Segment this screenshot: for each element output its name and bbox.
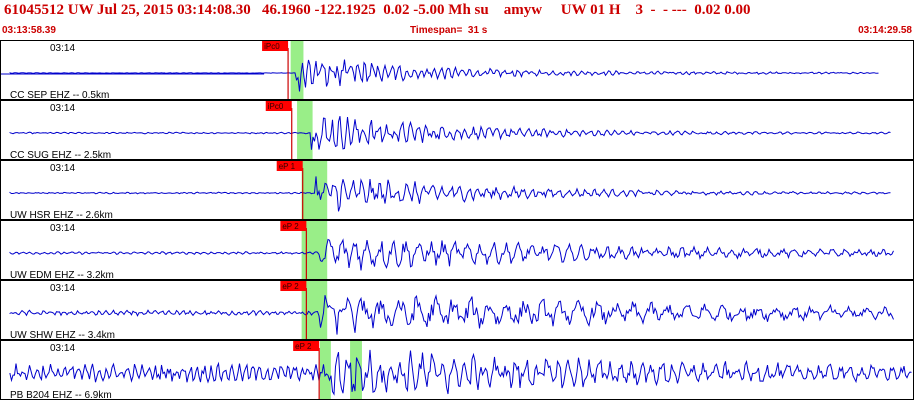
waveform-trace <box>9 115 891 150</box>
seismogram-panel[interactable]: eP 2 03:14 PB B204 EHZ -- 6.9km <box>0 340 914 400</box>
seismogram-panel[interactable]: iPc0 03:14 CC SEP EHZ -- 0.5km <box>0 40 914 102</box>
event-title: 61045512 UW Jul 25, 2015 03:14:08.30 46.… <box>4 2 751 18</box>
pick-label: eP 2 <box>282 282 299 291</box>
pick-label-box[interactable] <box>280 281 307 291</box>
pick-label-box[interactable] <box>276 161 303 171</box>
pick-label-box[interactable] <box>265 101 292 111</box>
pick-label: eP 2 <box>282 222 299 231</box>
seismogram-panel[interactable]: iPc0 03:14 CC SUG EHZ -- 2.5km <box>0 100 914 162</box>
waveform-trace <box>9 176 891 212</box>
start-time-label: 03:13:58.39 <box>2 25 56 36</box>
panel-time-label: 03:14 <box>50 223 75 234</box>
station-label: CC SEP EHZ -- 0.5km <box>10 90 109 101</box>
end-time-label: 03:14:29.58 <box>858 25 912 36</box>
waveform-trace <box>9 238 894 271</box>
station-label: CC SUG EHZ -- 2.5km <box>10 150 111 161</box>
panel-time-label: 03:14 <box>50 163 75 174</box>
pick-window-highlight <box>297 101 313 160</box>
panel-time-label: 03:14 <box>50 103 75 114</box>
seismogram-panel[interactable]: eP 2 03:14 UW SHW EHZ -- 3.4km <box>0 280 914 342</box>
pick-label-box[interactable] <box>262 41 289 51</box>
seismogram-panel[interactable]: eP 1 03:14 UW HSR EHZ -- 2.6km <box>0 160 914 222</box>
pick-label: eP 1 <box>279 162 296 171</box>
panel-time-label: 03:14 <box>50 283 75 294</box>
pick-label: eP 2 <box>295 342 312 351</box>
station-label: PB B204 EHZ -- 6.9km <box>10 390 112 400</box>
panel-time-label: 03:14 <box>50 343 75 354</box>
waveform-trace <box>9 294 894 335</box>
pick-label-box[interactable] <box>280 221 307 231</box>
pick-window-highlight <box>319 341 331 400</box>
waveform-canvas[interactable]: iPc0 03:14 CC SEP EHZ -- 0.5km iPc0 03:14 CC … <box>0 40 914 400</box>
pick-label-box[interactable] <box>293 341 320 351</box>
station-label: UW SHW EHZ -- 3.4km <box>10 330 115 341</box>
panel-time-label: 03:14 <box>50 43 75 54</box>
timespan-label: Timespan= 31 s <box>410 25 488 36</box>
station-label: UW HSR EHZ -- 2.6km <box>10 210 113 221</box>
pick-label: iPc0 <box>264 42 280 51</box>
event-header: 61045512 UW Jul 25, 2015 03:14:08.30 46.… <box>0 0 914 40</box>
waveform-trace <box>9 59 879 92</box>
station-label: UW EDM EHZ -- 3.2km <box>10 270 114 281</box>
seismogram-panel[interactable]: eP 2 03:14 UW EDM EHZ -- 3.2km <box>0 220 914 282</box>
pick-label: iPc0 <box>268 102 284 111</box>
waveform-panels[interactable]: iPc0 03:14 CC SEP EHZ -- 0.5km iPc0 03:14 CC … <box>0 40 914 400</box>
waveform-trace <box>9 349 912 396</box>
